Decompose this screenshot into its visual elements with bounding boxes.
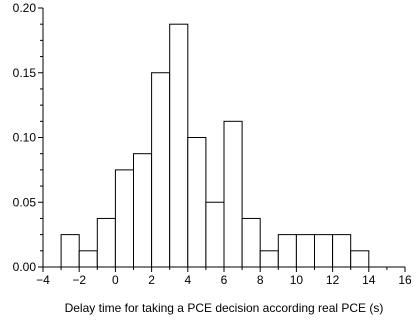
y-tick-label: 0.10 <box>13 131 37 145</box>
y-axis-ticks: 0.00 0.05 0.10 0.15 0.20 <box>13 1 43 274</box>
x-tick-label: −4 <box>36 273 50 287</box>
x-tick-label: 10 <box>290 273 304 287</box>
x-tick-label: 4 <box>184 273 191 287</box>
x-axis-label: Delay time for taking a PCE decision acc… <box>65 301 384 315</box>
histogram-bar-1 <box>60 234 80 268</box>
histogram-bar-16 <box>332 234 352 268</box>
histogram-bar-9 <box>205 201 225 268</box>
x-tick-label: 6 <box>221 273 228 287</box>
x-tick-label: 14 <box>362 273 376 287</box>
histogram-bar-11 <box>241 217 261 268</box>
histogram-bar-14 <box>295 234 315 268</box>
x-tick-label: 16 <box>398 273 412 287</box>
x-tick-label: 12 <box>326 273 340 287</box>
x-tick-label: 2 <box>148 273 155 287</box>
histogram-bar-17 <box>350 250 370 268</box>
y-tick-label: 0.00 <box>13 260 37 274</box>
histogram-bar-7 <box>169 23 189 268</box>
y-tick-label: 0.15 <box>13 66 37 80</box>
y-tick-label: 0.05 <box>13 195 37 209</box>
histogram-bar-13 <box>277 234 297 268</box>
histogram-bars <box>60 23 370 268</box>
histogram-bar-10 <box>223 120 243 268</box>
histogram-bar-15 <box>314 234 334 268</box>
histogram-bar-4 <box>114 169 135 268</box>
histogram-bar-2 <box>78 250 98 268</box>
histogram-bar-6 <box>151 72 171 268</box>
x-tick-label: 0 <box>112 273 119 287</box>
x-tick-label: 8 <box>257 273 264 287</box>
x-tick-label: −2 <box>72 273 86 287</box>
histogram-bar-3 <box>96 217 116 268</box>
y-tick-label: 0.20 <box>13 1 37 15</box>
histogram-bar-8 <box>187 137 207 268</box>
histogram-bar-12 <box>259 250 279 268</box>
histogram-bar-5 <box>133 153 153 268</box>
x-axis-ticks: −4 −2 0 2 4 6 8 10 12 14 16 <box>36 267 412 287</box>
